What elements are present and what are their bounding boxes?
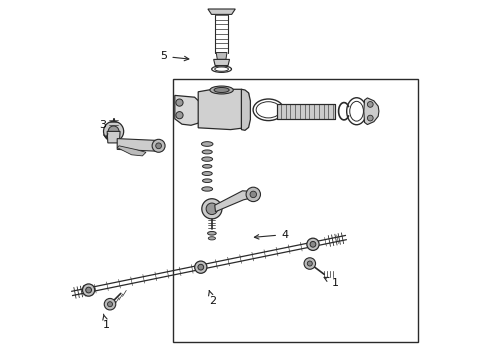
Polygon shape [117,139,160,151]
Ellipse shape [214,87,229,93]
Ellipse shape [210,86,233,94]
Ellipse shape [202,157,213,161]
Text: 1: 1 [324,277,339,288]
Circle shape [198,264,204,270]
Ellipse shape [208,237,216,240]
Polygon shape [208,9,235,14]
Circle shape [82,284,95,296]
Circle shape [310,242,316,247]
Ellipse shape [202,165,212,168]
Circle shape [108,126,119,137]
Polygon shape [117,146,146,156]
Polygon shape [215,191,254,212]
Polygon shape [242,89,250,130]
Circle shape [107,302,113,307]
Ellipse shape [202,172,212,175]
Circle shape [206,203,218,215]
Ellipse shape [202,150,212,154]
Circle shape [103,121,123,141]
Circle shape [246,187,261,202]
Polygon shape [198,89,248,130]
Ellipse shape [202,179,212,183]
Polygon shape [175,95,201,125]
Text: 2: 2 [209,291,216,306]
Ellipse shape [202,187,213,191]
Ellipse shape [208,231,216,235]
Text: 3: 3 [99,120,108,138]
Circle shape [195,261,207,273]
Text: 4: 4 [254,230,288,240]
Polygon shape [364,98,379,125]
Circle shape [250,191,257,198]
Circle shape [307,238,319,251]
Polygon shape [107,131,120,143]
Polygon shape [216,53,227,59]
Circle shape [152,139,165,152]
Circle shape [368,115,373,121]
Circle shape [104,298,116,310]
Circle shape [86,287,92,293]
Text: 5: 5 [160,51,189,62]
Polygon shape [214,59,229,66]
Ellipse shape [201,142,213,147]
Circle shape [156,143,162,149]
Text: 1: 1 [103,314,110,330]
Circle shape [368,102,373,107]
Circle shape [304,258,316,269]
Circle shape [176,112,183,119]
Polygon shape [277,104,335,119]
Circle shape [202,199,222,219]
Circle shape [307,261,312,266]
Circle shape [176,99,183,106]
